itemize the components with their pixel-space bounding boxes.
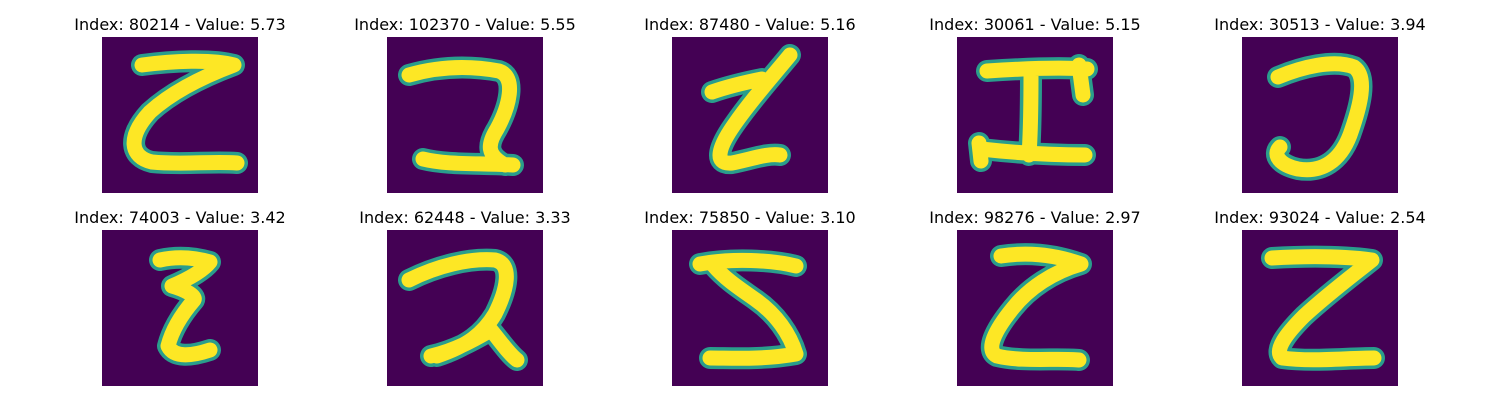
image-panel-7: Index: 62448 - Value: 3.33 <box>387 208 543 386</box>
panel-title: Index: 30061 - Value: 5.15 <box>929 15 1140 35</box>
z-block-glyph <box>1242 230 1398 386</box>
panel-title: Index: 87480 - Value: 5.16 <box>644 15 855 35</box>
image-panel-3: Index: 87480 - Value: 5.16 <box>672 15 828 193</box>
digit-image <box>387 37 543 193</box>
image-panel-5: Index: 30513 - Value: 3.94 <box>1242 15 1398 193</box>
two-loop-glyph <box>387 230 543 386</box>
digit-image <box>1242 230 1398 386</box>
z-curl-glyph-2 <box>957 230 1113 386</box>
panel-title: Index: 75850 - Value: 3.10 <box>644 208 855 228</box>
digit-image <box>957 37 1113 193</box>
digit-image <box>672 230 828 386</box>
digit-image <box>387 230 543 386</box>
panel-title: Index: 93024 - Value: 2.54 <box>1214 208 1425 228</box>
image-panel-10: Index: 93024 - Value: 2.54 <box>1242 208 1398 386</box>
image-panel-9: Index: 98276 - Value: 2.97 <box>957 208 1113 386</box>
panel-title: Index: 80214 - Value: 5.73 <box>74 15 285 35</box>
image-panel-1: Index: 80214 - Value: 5.73 <box>102 15 258 193</box>
panel-title: Index: 74003 - Value: 3.42 <box>74 208 285 228</box>
image-panel-2: Index: 102370 - Value: 5.55 <box>387 15 543 193</box>
z-curl-glyph <box>102 37 258 193</box>
panel-title: Index: 102370 - Value: 5.55 <box>354 15 576 35</box>
five-s-glyph <box>672 230 828 386</box>
digit-image <box>672 37 828 193</box>
digit-image <box>102 37 258 193</box>
z-slant-glyph <box>672 37 828 193</box>
panel-title: Index: 62448 - Value: 3.33 <box>359 208 570 228</box>
i-cross-glyph <box>957 37 1113 193</box>
image-panel-6: Index: 74003 - Value: 3.42 <box>102 208 258 386</box>
panel-title: Index: 30513 - Value: 3.94 <box>1214 15 1425 35</box>
digit-image <box>1242 37 1398 193</box>
digit-image <box>957 230 1113 386</box>
two-hook-glyph <box>387 37 543 193</box>
panel-title: Index: 98276 - Value: 2.97 <box>929 208 1140 228</box>
image-panel-8: Index: 75850 - Value: 3.10 <box>672 208 828 386</box>
epsilon-z-glyph <box>102 230 258 386</box>
digit-image <box>102 230 258 386</box>
image-panel-4: Index: 30061 - Value: 5.15 <box>957 15 1113 193</box>
j-curve-glyph <box>1242 37 1398 193</box>
